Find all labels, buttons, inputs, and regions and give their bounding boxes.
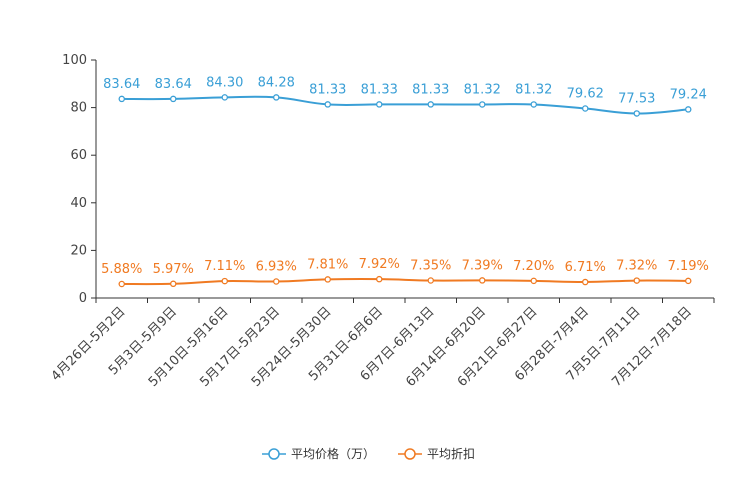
data-point[interactable] (633, 110, 641, 117)
data-point[interactable] (118, 280, 126, 288)
legend-label: 平均折扣 (427, 446, 475, 461)
data-point[interactable] (272, 278, 280, 285)
legend-marker-icon (404, 448, 416, 460)
data-point[interactable] (169, 280, 177, 288)
data-point[interactable] (478, 101, 486, 108)
data-point[interactable] (427, 101, 434, 108)
data-point[interactable] (530, 277, 538, 285)
series-line (121, 278, 689, 286)
data-point[interactable] (685, 106, 692, 113)
data-point[interactable] (582, 278, 589, 286)
data-label: 84.30 (206, 75, 243, 90)
data-label: 79.62 (567, 87, 604, 102)
data-label: 5.88% (101, 262, 142, 277)
series-avg-price: 83.64 83.64 84.30 84.28 81.33 81.33 81.33 81.32… (103, 75, 707, 117)
chart-legend[interactable]: 平均价格（万） 平均折扣 (262, 446, 475, 461)
data-label: 5.97% (153, 262, 194, 277)
data-point[interactable] (582, 105, 589, 112)
data-label: 81.32 (515, 82, 552, 97)
legend-item-avg-price[interactable]: 平均价格（万） (262, 446, 375, 461)
data-point[interactable] (685, 277, 692, 285)
y-tick-label: 60 (70, 148, 87, 163)
data-point[interactable] (221, 94, 228, 101)
data-point[interactable] (169, 95, 177, 103)
data-point[interactable] (221, 277, 228, 285)
data-label: 7.35% (410, 259, 451, 274)
data-label: 7.32% (616, 259, 657, 274)
data-label: 83.64 (155, 77, 192, 92)
data-label: 7.20% (513, 259, 554, 274)
data-point[interactable] (530, 101, 538, 108)
data-point[interactable] (272, 94, 280, 101)
data-label: 81.33 (361, 82, 398, 97)
data-label: 7.39% (462, 258, 503, 273)
chart-series: 83.64 83.64 84.30 84.28 81.33 81.33 81.33 81.32… (101, 75, 709, 288)
data-label: 81.32 (464, 82, 501, 97)
series-line (121, 95, 689, 115)
data-label: 81.33 (412, 82, 449, 97)
data-label: 79.24 (670, 87, 707, 102)
data-label: 83.64 (103, 77, 140, 92)
data-point[interactable] (375, 101, 383, 108)
data-point[interactable] (633, 277, 641, 284)
data-label: 6.93% (256, 260, 297, 275)
series-avg-discount: 5.88% 5.97% 7.11% 6.93% 7.81% 7.92% 7.35% 7.39%… (101, 257, 709, 288)
data-label: 7.81% (307, 257, 348, 272)
y-tick-label: 100 (62, 53, 87, 68)
y-tick-label: 0 (79, 291, 87, 306)
data-label: 81.33 (309, 82, 346, 97)
data-point[interactable] (324, 101, 331, 108)
legend-label: 平均价格（万） (291, 446, 375, 461)
y-tick-label: 40 (70, 196, 87, 211)
data-point[interactable] (324, 276, 331, 283)
data-label: 7.92% (359, 257, 400, 272)
data-label: 84.28 (258, 75, 295, 90)
legend-marker-icon (268, 448, 280, 460)
data-label: 77.53 (618, 91, 655, 106)
data-point[interactable] (478, 277, 486, 284)
data-label: 7.19% (668, 259, 709, 274)
data-point[interactable] (118, 95, 126, 103)
y-tick-label: 80 (70, 101, 87, 116)
data-point[interactable] (375, 275, 383, 283)
data-point[interactable] (427, 277, 434, 284)
y-tick-label: 20 (70, 243, 87, 258)
data-label: 6.71% (565, 260, 606, 275)
legend-item-avg-discount[interactable]: 平均折扣 (398, 446, 475, 461)
data-label: 7.11% (204, 259, 245, 274)
